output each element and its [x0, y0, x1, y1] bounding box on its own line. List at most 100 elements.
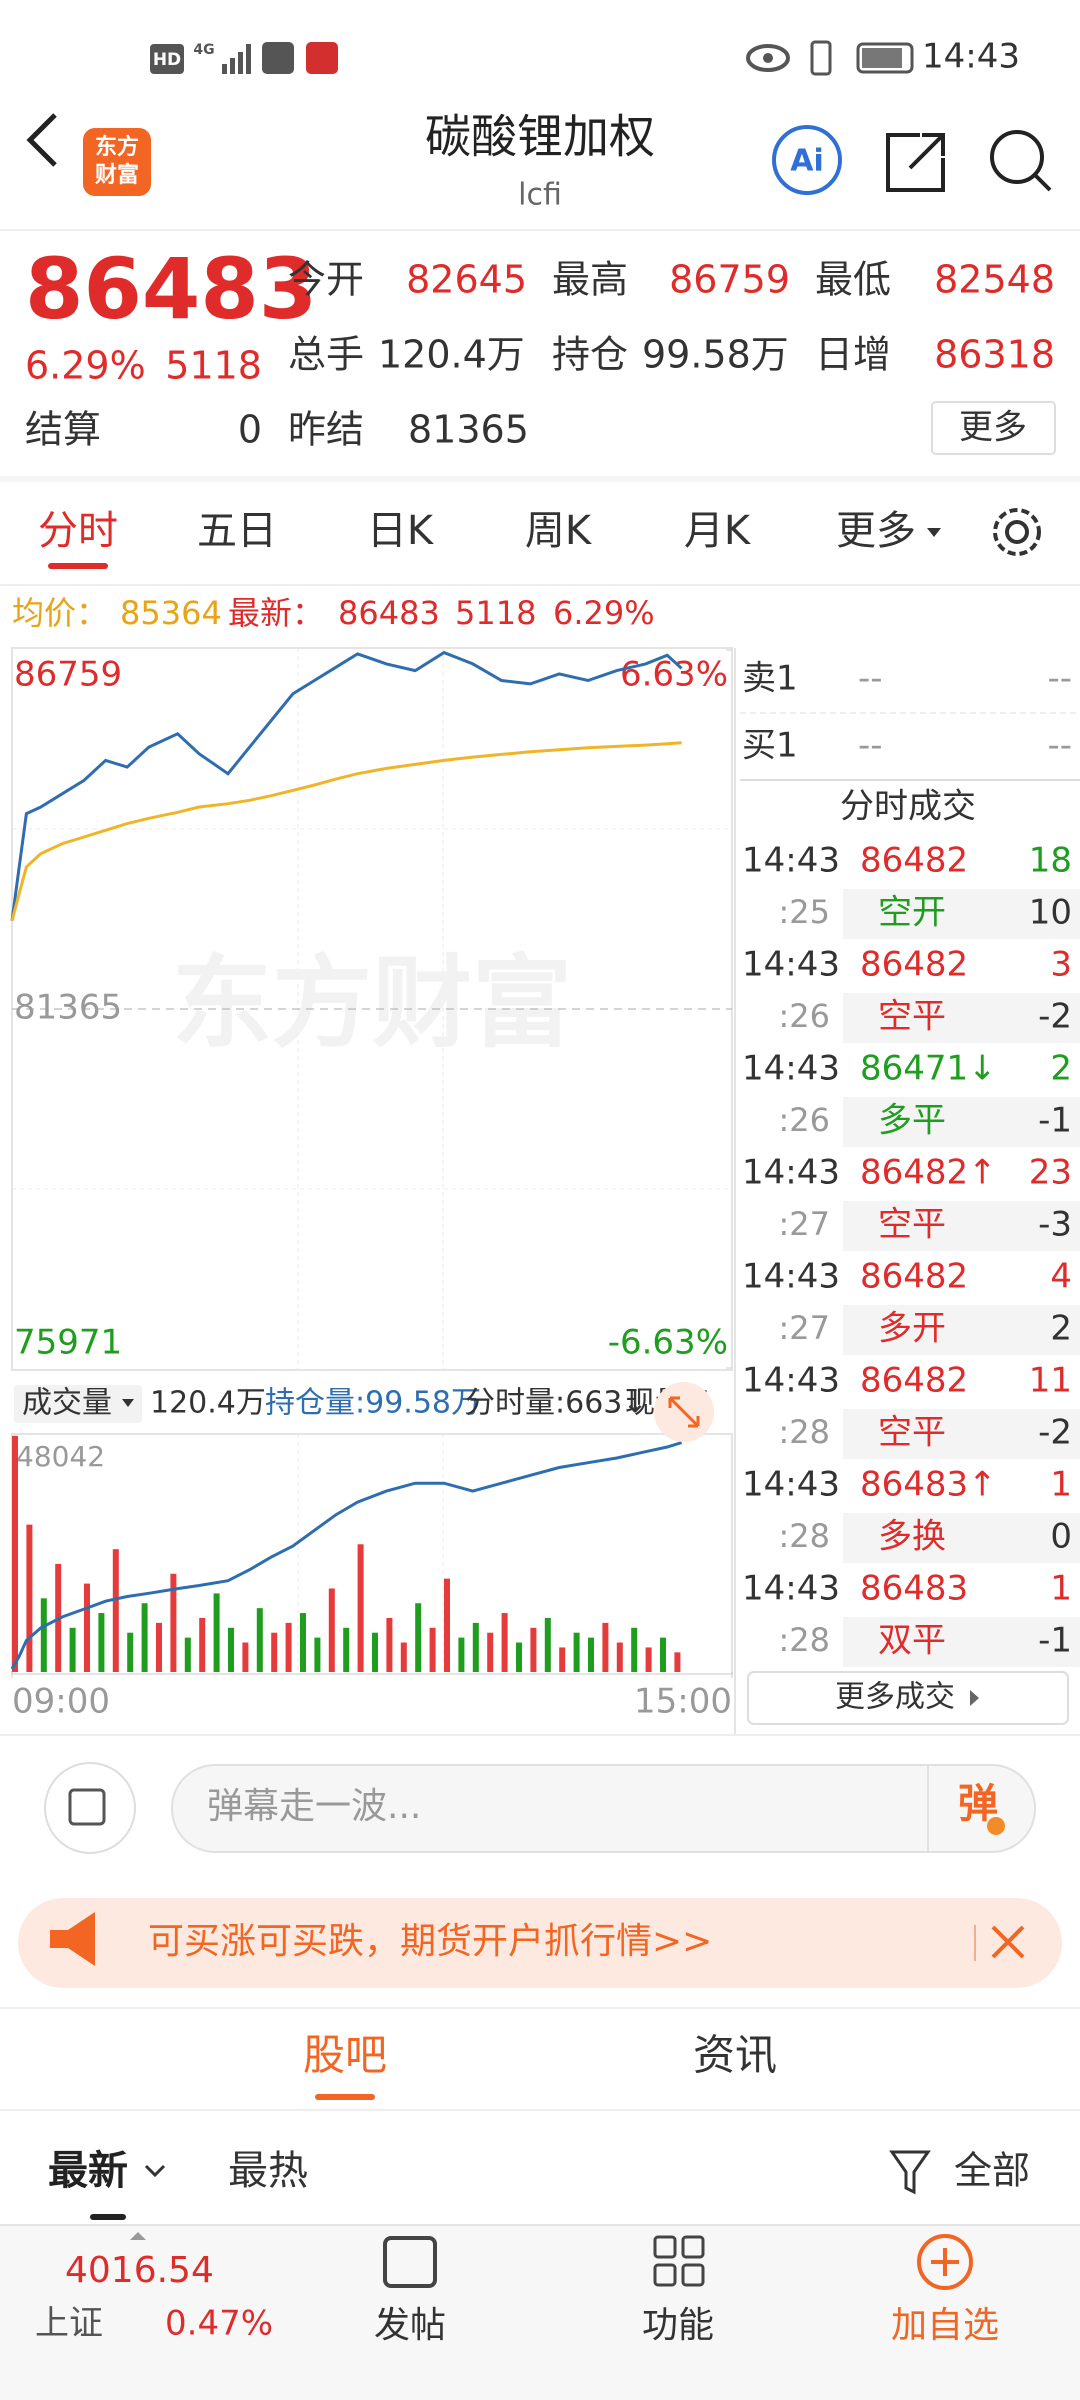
trade-volume: 3 [1050, 945, 1072, 985]
change-value: 5118 [455, 594, 536, 632]
volume-bar [84, 1583, 90, 1672]
section-tab[interactable]: 股吧 [303, 2031, 387, 2080]
trade-volume: 1 [1050, 1465, 1072, 1505]
chart-tab[interactable]: 五日 [197, 508, 277, 554]
volume-bar [444, 1578, 450, 1672]
danmaku-button[interactable]: 弹 [958, 1781, 998, 1827]
search-button[interactable] [990, 130, 1052, 192]
comment-placeholder[interactable]: 弹幕走一波... [207, 1786, 421, 1827]
volume-bar [372, 1632, 378, 1672]
volume-bar [516, 1642, 522, 1672]
chart-tab[interactable]: 更多 [836, 508, 916, 554]
field-label: 最高 [552, 258, 628, 302]
trade-kind: 双平 [878, 1621, 946, 1661]
trade-second: :27 [779, 1205, 831, 1243]
volume-bar [40, 1598, 47, 1672]
share-button[interactable] [886, 133, 945, 192]
danmaku-icon [68, 1788, 106, 1826]
volume-bar [141, 1603, 148, 1672]
instrument-code: lcfi [518, 178, 562, 213]
vibrate-icon [810, 40, 832, 76]
comment-input[interactable] [171, 1764, 1036, 1853]
order-book-price: -- [858, 726, 883, 766]
last-label: 最新： [228, 594, 324, 632]
ai-button[interactable] [772, 125, 842, 195]
trade-oi-change: 2 [1050, 1309, 1072, 1349]
trade-price: 86482 [860, 841, 968, 881]
volume-bar [472, 1622, 479, 1672]
trade-volume: 11 [1029, 1361, 1072, 1401]
change-percent: 6.29% [25, 344, 146, 388]
ai-label[interactable]: Ai [790, 144, 824, 179]
banner[interactable] [18, 1898, 1062, 1988]
close-button[interactable] [991, 1925, 1025, 1959]
clock: 14:43 [922, 37, 1020, 77]
volume-bar [645, 1647, 652, 1672]
last-value: 86483 [338, 594, 440, 632]
more-trades-button[interactable] [747, 1671, 1069, 1725]
tab-indicator [315, 2094, 375, 2100]
signal-icon [222, 44, 251, 74]
x-tick-label: 09:00 [12, 1682, 110, 1722]
banner-text[interactable]: 可买涨可买跌，期货开户抓行情>> [148, 1921, 712, 1962]
add-watchlist-icon[interactable] [917, 2234, 973, 2290]
post-icon[interactable] [383, 2236, 437, 2288]
arrow-icon [970, 1690, 979, 1706]
back-button[interactable] [26, 113, 57, 167]
volume-bar [544, 1617, 551, 1672]
volume-bar [501, 1613, 508, 1672]
index-name[interactable]: 上证 [35, 2304, 103, 2344]
field-label: 昨结 [288, 408, 364, 452]
function-icon[interactable] [653, 2235, 705, 2287]
chart-tab[interactable]: 日K [367, 508, 435, 554]
volume-selector[interactable] [14, 1385, 142, 1423]
nav-item[interactable]: 发帖 [374, 2305, 446, 2346]
volume-bar [98, 1613, 105, 1672]
field-value: 82548 [934, 258, 1055, 302]
badge [987, 1817, 1005, 1835]
trade-oi-change: -2 [1038, 997, 1072, 1037]
nav-item[interactable]: 加自选 [891, 2305, 999, 2346]
volume-bar [386, 1617, 393, 1672]
nav-item[interactable]: 功能 [642, 2305, 714, 2346]
open-interest-line [10, 1441, 683, 1670]
y-tick-label: 81365 [14, 988, 122, 1028]
trade-detail-background [843, 1305, 1080, 1355]
volume-bar [26, 1524, 33, 1672]
trade-detail-background [843, 1201, 1080, 1251]
index-value[interactable]: 4016.54 [65, 2250, 214, 2291]
volume-bar [400, 1642, 407, 1672]
volume-bar [588, 1637, 594, 1672]
trade-time: 14:43 [742, 1465, 840, 1505]
settings-button[interactable] [993, 508, 1041, 556]
trade-second: :28 [779, 1517, 831, 1555]
filter-icon[interactable] [889, 2150, 931, 2195]
volume-bar [156, 1622, 162, 1672]
trade-volume: 4 [1050, 1257, 1072, 1297]
chart-tab[interactable]: 周K [525, 508, 593, 554]
volume-bar [300, 1613, 306, 1672]
more-trades-label[interactable]: 更多成交 [835, 1680, 955, 1715]
index-change[interactable]: 0.47% [165, 2304, 273, 2344]
chart-tab[interactable]: 分时 [38, 508, 118, 554]
trade-oi-change: 10 [1029, 893, 1072, 933]
feed-tab[interactable]: 最热 [228, 2148, 308, 2194]
logo[interactable] [83, 128, 151, 196]
battery-icon [856, 42, 914, 74]
feed-tab[interactable]: 最新 [48, 2148, 128, 2194]
danmaku-settings-button[interactable] [44, 1762, 136, 1854]
field-label: 日增 [815, 333, 891, 377]
more-button-label[interactable]: 更多 [959, 408, 1027, 448]
change-percent: 6.29% [553, 594, 655, 632]
section-tab[interactable]: 资讯 [693, 2031, 777, 2080]
volume-selector-label[interactable]: 成交量 [22, 1386, 112, 1421]
chart-tab[interactable]: 月K [684, 508, 752, 554]
volume-bar [674, 1652, 681, 1672]
y2-tick-label: -6.63% [608, 1323, 728, 1363]
more-button[interactable] [931, 401, 1056, 455]
volume-bar [631, 1627, 638, 1672]
filter-label[interactable]: 全部 [954, 2149, 1030, 2193]
trade-time: 14:43 [742, 841, 840, 881]
volume-bar [415, 1603, 422, 1672]
